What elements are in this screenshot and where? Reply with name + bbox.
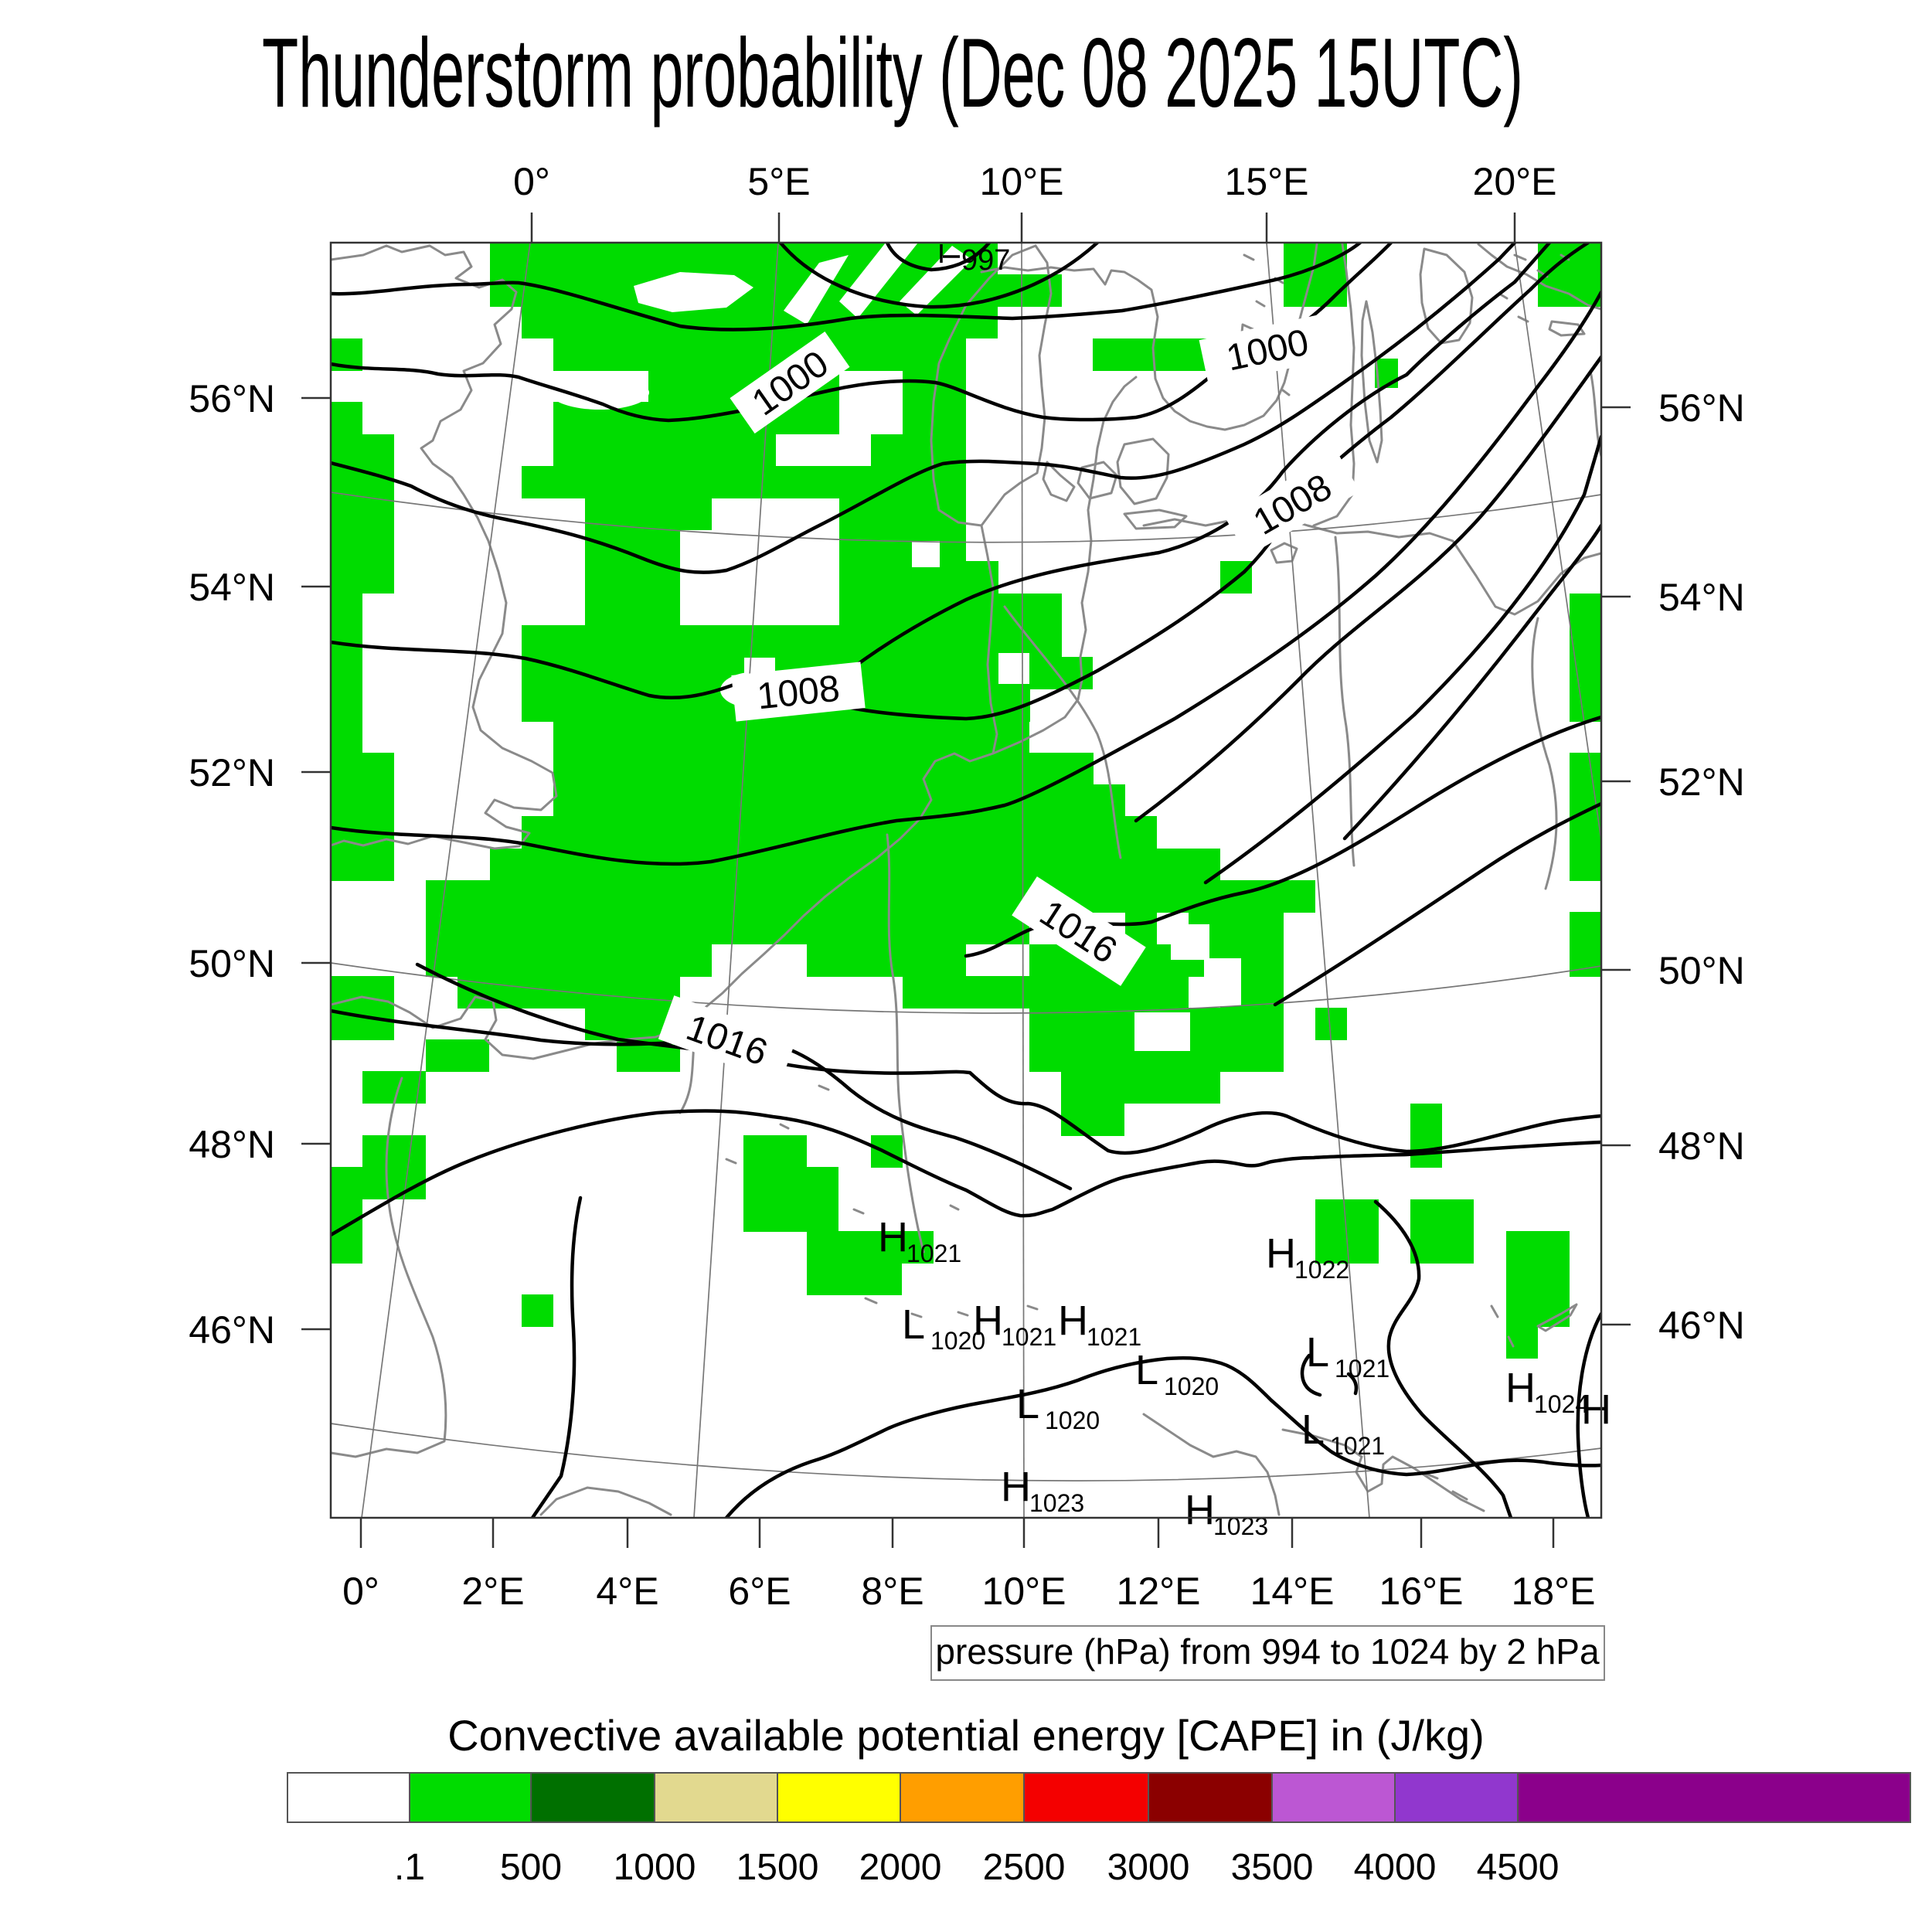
svg-text:H: H [973,1298,1003,1344]
svg-text:1020: 1020 [930,1327,985,1355]
svg-text:1023: 1023 [1029,1489,1084,1517]
svg-text:16°E: 16°E [1379,1570,1464,1613]
svg-text:.1: .1 [394,1847,425,1888]
svg-text:H: H [1266,1230,1296,1277]
svg-text:3500: 3500 [1231,1847,1314,1888]
svg-text:6°E: 6°E [728,1570,791,1613]
svg-text:1021: 1021 [1330,1432,1385,1460]
svg-text:50°N: 50°N [189,942,275,985]
svg-text:4°E: 4°E [596,1570,658,1613]
svg-text:4000: 4000 [1354,1847,1437,1888]
svg-text:1021: 1021 [1335,1355,1389,1383]
svg-text:1024: 1024 [1534,1390,1589,1418]
svg-text:H: H [1505,1365,1536,1411]
svg-text:H: H [1185,1487,1215,1533]
svg-text:H: H [1001,1464,1031,1510]
svg-text:5°E: 5°E [747,160,810,203]
svg-text:48°N: 48°N [189,1123,275,1166]
svg-text:1021: 1021 [906,1240,961,1267]
svg-text:pressure (hPa) from 994 to 102: pressure (hPa) from 994 to 1024 by 2 hPa [935,1631,1600,1672]
svg-text:56°N: 56°N [189,377,275,420]
svg-text:1500: 1500 [736,1847,819,1888]
svg-text:1021: 1021 [1087,1323,1141,1351]
svg-text:L: L [1301,1406,1325,1453]
svg-text:1022: 1022 [1294,1256,1349,1284]
svg-text:8°E: 8°E [861,1570,923,1613]
svg-text:20°E: 20°E [1473,160,1557,203]
svg-text:1008: 1008 [755,668,842,718]
svg-text:L: L [1016,1381,1039,1427]
svg-text:2000: 2000 [859,1847,942,1888]
svg-text:H: H [1058,1298,1088,1344]
svg-text:1023: 1023 [1213,1512,1268,1540]
svg-text:L: L [1306,1329,1329,1376]
svg-text:0°: 0° [513,160,550,203]
svg-text:56°N: 56°N [1658,386,1745,430]
svg-text:1000: 1000 [614,1847,696,1888]
svg-text:Convective available potential: Convective available potential energy [C… [447,1711,1485,1760]
svg-text:2500: 2500 [983,1847,1066,1888]
svg-text:0°: 0° [342,1570,379,1613]
svg-text:L: L [902,1301,925,1348]
svg-text:54°N: 54°N [189,566,275,609]
svg-text:500: 500 [500,1847,562,1888]
svg-text:1020: 1020 [1045,1406,1100,1434]
svg-text:52°N: 52°N [189,751,275,794]
svg-text:2°E: 2°E [461,1570,524,1613]
svg-text:18°E: 18°E [1512,1570,1596,1613]
svg-text:46°N: 46°N [1658,1304,1745,1347]
svg-text:48°N: 48°N [1658,1124,1745,1168]
svg-text:14°E: 14°E [1250,1570,1335,1613]
svg-text:Thunderstorm probability (Dec: Thunderstorm probability (Dec 08 2025 15… [262,18,1523,128]
svg-text:1020: 1020 [1164,1372,1219,1400]
svg-text:L: L [1135,1347,1158,1393]
svg-text:10°E: 10°E [982,1570,1066,1613]
svg-text:54°N: 54°N [1658,576,1745,619]
svg-text:H: H [878,1214,908,1260]
svg-text:12°E: 12°E [1117,1570,1201,1613]
svg-text:15°E: 15°E [1225,160,1309,203]
svg-text:10°E: 10°E [980,160,1064,203]
svg-text:H: H [1581,1386,1611,1433]
svg-text:4500: 4500 [1477,1847,1560,1888]
svg-text:50°N: 50°N [1658,949,1745,992]
svg-text:3000: 3000 [1107,1847,1190,1888]
svg-text:46°N: 46°N [189,1308,275,1352]
svg-text:1021: 1021 [1002,1323,1056,1351]
svg-text:52°N: 52°N [1658,760,1745,804]
svg-text:997: 997 [961,244,1010,277]
